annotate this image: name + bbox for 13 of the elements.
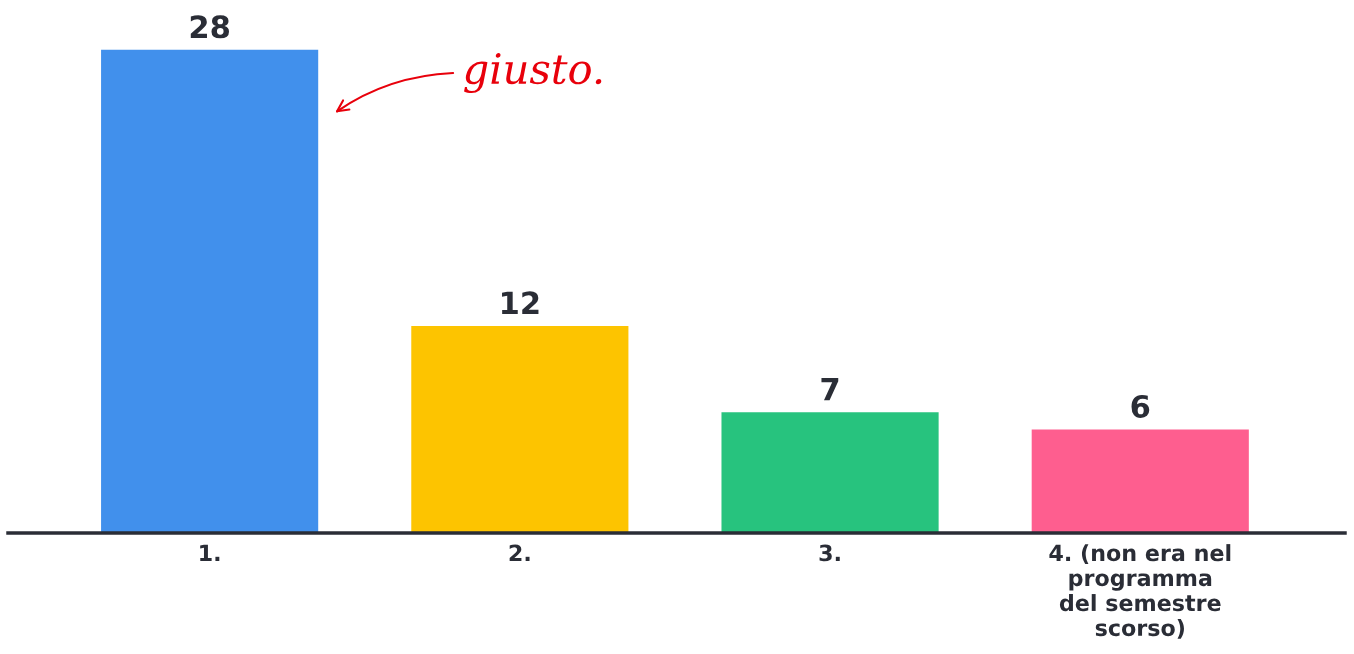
x-tick-label: 4. (non era nel programma del semestre scorso) — [1049, 544, 1231, 639]
x-tick-label: 2. — [509, 544, 530, 561]
bar — [1031, 429, 1249, 533]
x-tick-label: 3. — [819, 544, 840, 562]
bar — [721, 412, 939, 533]
annotation: giusto. — [464, 53, 602, 94]
bar — [101, 49, 319, 533]
data-label: 7 — [821, 378, 839, 401]
data-label: 12 — [502, 291, 539, 315]
bar — [411, 325, 629, 533]
data-label: 6 — [1131, 394, 1150, 418]
x-tick-label: 1. — [200, 544, 220, 561]
data-label: 28 — [190, 15, 229, 39]
